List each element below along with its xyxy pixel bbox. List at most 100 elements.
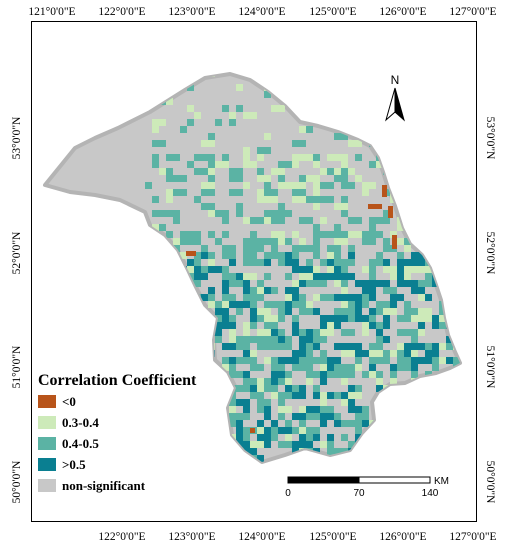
correlation-cell [355,315,362,322]
correlation-cell [355,364,362,371]
correlation-cell [306,308,313,315]
correlation-cell [229,294,236,301]
correlation-cell [334,371,341,378]
correlation-cell [229,315,236,322]
correlation-cell [341,196,348,203]
correlation-cell [194,266,201,273]
correlation-cell [278,329,285,336]
correlation-cell [362,322,369,329]
correlation-cell [236,427,243,434]
correlation-cell [425,343,432,350]
correlation-cell [341,371,348,378]
correlation-cell [404,315,411,322]
correlation-cell [208,266,222,273]
correlation-cell [376,161,383,168]
correlation-cell [348,252,355,259]
correlation-cell [355,175,362,182]
correlation-cell [194,196,201,203]
correlation-cell [243,378,257,385]
correlation-cell [257,399,264,406]
correlation-cell [306,406,320,413]
correlation-cell [173,210,180,217]
top-lon-label: 122°0'0"E [98,6,145,18]
correlation-cell [243,273,257,280]
correlation-cell [341,378,348,385]
scale-bar-white-segment [358,476,431,484]
correlation-cell [334,322,341,329]
correlation-cell [243,294,250,301]
correlation-cell [355,308,362,315]
correlation-cell [243,322,250,329]
correlation-cell [257,315,264,322]
correlation-cell [194,252,201,259]
scale-label-0: 0 [285,488,291,499]
correlation-cell [271,217,285,224]
correlation-cell [243,112,257,119]
top-lon-label: 123°0'0"E [168,6,215,18]
correlation-cell [355,154,362,161]
correlation-cell [271,364,278,371]
legend: Correlation Coefficient <0 0.3-0.4 0.4-0.5… [38,372,197,493]
correlation-cell [348,168,355,175]
correlation-cell [243,427,250,434]
correlation-cell [327,266,334,273]
legend-title: Correlation Coefficient [38,372,197,389]
correlation-cell [355,350,362,357]
correlation-cell [250,315,257,322]
correlation-cell [173,238,180,245]
top-longitude-labels: 121°0'0"E 122°0'0"E 123°0'0"E 124°0'0"E 125°… [28,6,496,18]
correlation-cell [320,315,327,322]
correlation-cell [404,273,411,280]
correlation-cell [292,154,299,161]
correlation-cell [278,315,285,322]
correlation-cell [278,105,285,112]
correlation-cell [362,315,369,322]
correlation-cell [341,210,348,217]
correlation-cell [278,161,285,168]
scale-bar: 0 70 140 KM [285,476,449,499]
correlation-cell [306,336,313,343]
correlation-cell [229,112,236,119]
correlation-cell [404,308,418,315]
correlation-cell [313,336,327,343]
correlation-cell [166,231,173,238]
correlation-cell [292,140,306,147]
correlation-cell [334,168,341,175]
correlation-cell [264,441,271,448]
correlation-cell [341,420,355,427]
correlation-cell [369,343,376,350]
correlation-cell [222,217,229,224]
correlation-cell [362,329,369,336]
correlation-cell [222,315,229,322]
correlation-cell [411,252,418,259]
correlation-cell [257,427,264,434]
correlation-cell [390,273,397,280]
correlation-cell [257,420,264,427]
correlation-cell [264,259,271,266]
correlation-cell [215,322,222,329]
correlation-cell [243,280,250,287]
correlation-cell [292,259,299,266]
correlation-cell [152,126,159,133]
correlation-cell [243,399,250,406]
correlation-cell [411,371,418,378]
correlation-cell [425,294,432,301]
correlation-cell [278,308,285,315]
correlation-cell [320,392,327,399]
correlation-cell [257,189,264,196]
correlation-cell [306,413,313,420]
negative-cell [392,235,397,249]
correlation-cell [355,434,362,441]
correlation-cell [306,441,313,448]
correlation-cell [355,343,362,350]
bottom-longitude-labels: 122°0'0"E 123°0'0"E 124°0'0"E 125°0'0"E 126°… [98,531,496,543]
correlation-cell [425,350,432,357]
correlation-cell [285,273,292,280]
correlation-cell [418,329,425,336]
correlation-cell [397,329,404,336]
correlation-cell [299,294,306,301]
correlation-cell [397,252,404,259]
correlation-cell [299,427,306,434]
correlation-cell [243,441,250,448]
correlation-cell [278,210,292,217]
